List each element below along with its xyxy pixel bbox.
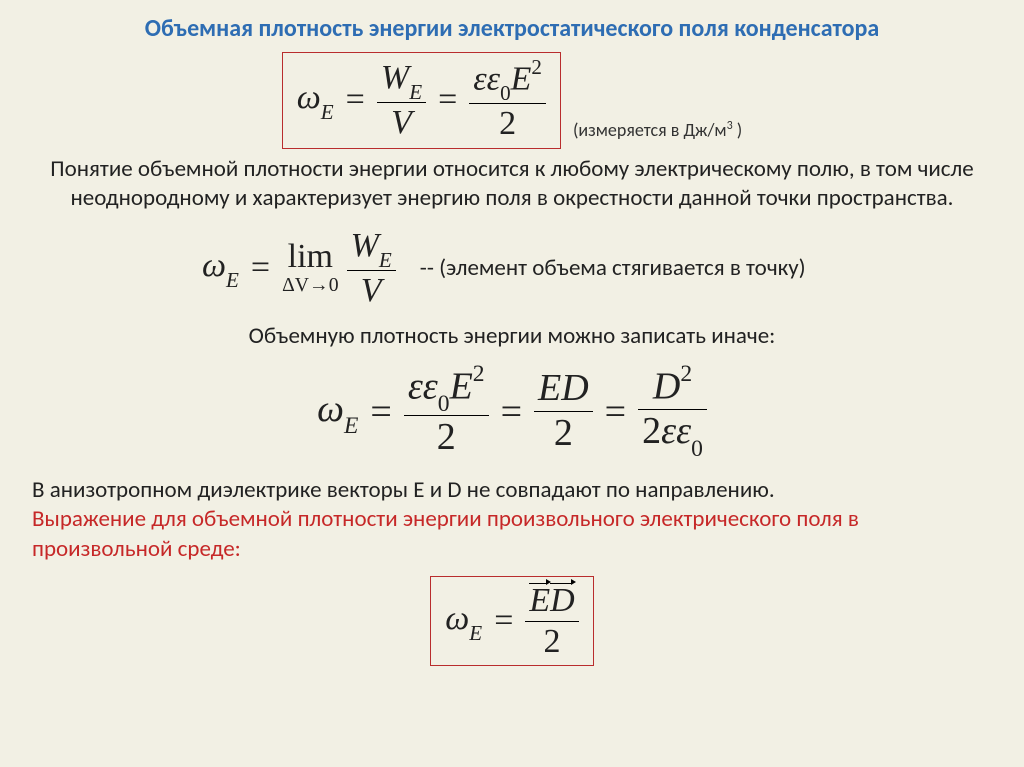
paragraph-2: Объемную плотность энергии можно записат… xyxy=(32,322,992,351)
formula-box-main: ωE = WE V = εε0E2 2 xyxy=(282,52,561,149)
vector-formula-row: ωE = ED 2 xyxy=(32,576,992,666)
limit-formula-row: ωE = lim ΔV→0 WE V -- (элемент объема ст… xyxy=(32,228,992,309)
paragraph-3-red: Выражение для объемной плотности энергии… xyxy=(32,505,859,562)
paragraph-3: В анизотропном диэлектрике векторы E и D… xyxy=(32,476,992,564)
paragraph-3-black: В анизотропном диэлектрике векторы E и D… xyxy=(32,476,775,504)
paragraph-1: Понятие объемной плотности энергии относ… xyxy=(32,155,992,214)
limit-comment: -- (элемент объема стягивается в точку) xyxy=(420,254,806,282)
units-note: (измеряется в Дж/м3 ) xyxy=(573,119,742,141)
main-formula-row: ωE = WE V = εε0E2 2 (измеряется в Дж/м3 … xyxy=(32,52,992,149)
triple-formula: ωE = εε0E2 2 = ED 2 = D2 2εε0 xyxy=(32,366,992,458)
formula-box-vector: ωE = ED 2 xyxy=(430,576,593,666)
limit-formula: ωE = lim ΔV→0 WE V xyxy=(202,228,396,309)
page-title: Объемная плотность энергии электростатич… xyxy=(122,14,902,44)
